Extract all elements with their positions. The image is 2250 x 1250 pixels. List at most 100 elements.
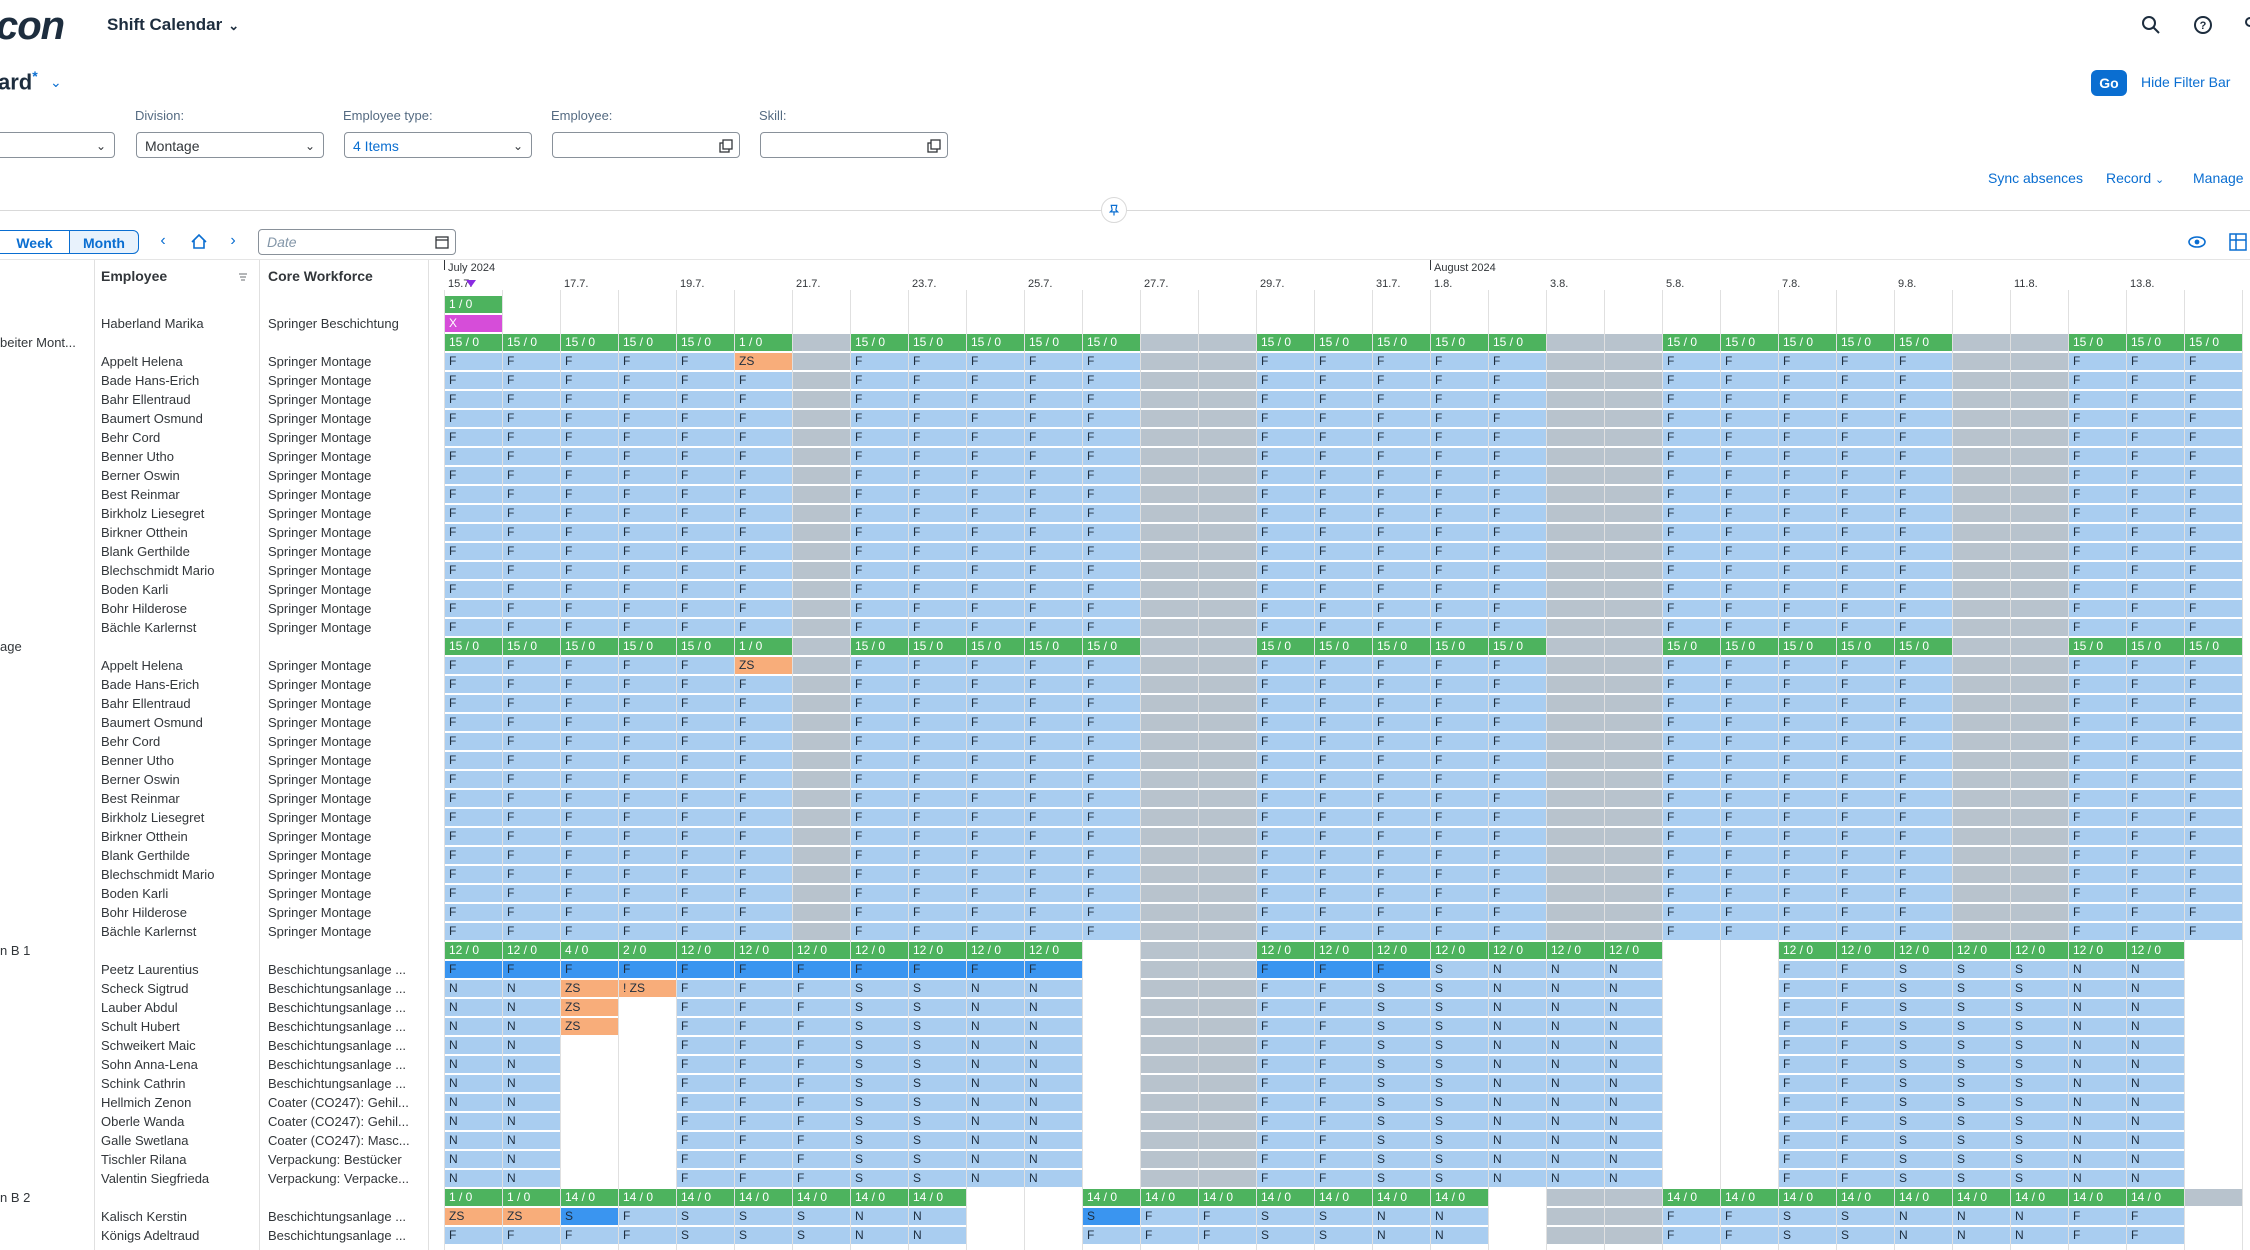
staffing-count-cell[interactable]: 15 / 0	[1373, 638, 1430, 655]
shift-cell[interactable]: F	[1083, 543, 1140, 560]
staffing-count-cell[interactable]: 15 / 0	[503, 638, 560, 655]
shift-cell[interactable]: N	[1547, 1170, 1604, 1187]
weekend-cell[interactable]	[1547, 733, 1604, 750]
shift-cell[interactable]: F	[735, 866, 792, 883]
weekend-cell[interactable]	[793, 752, 850, 769]
shift-cell[interactable]: F	[1895, 372, 1952, 389]
shift-cell[interactable]: F	[793, 1037, 850, 1054]
shift-cell[interactable]: F	[1663, 885, 1720, 902]
shift-cell[interactable]: F	[1895, 657, 1952, 674]
shift-cell[interactable]: F	[735, 695, 792, 712]
shift-cell[interactable]: F	[1663, 410, 1720, 427]
shift-cell[interactable]: F	[445, 657, 502, 674]
shift-cell[interactable]: F	[677, 733, 734, 750]
weekend-cell[interactable]	[1953, 505, 2010, 522]
shift-cell[interactable]: F	[619, 904, 676, 921]
shift-cell[interactable]: F	[2069, 828, 2126, 845]
weekend-cell[interactable]	[1953, 771, 2010, 788]
shift-cell[interactable]: F	[1779, 1037, 1836, 1054]
shift-cell[interactable]: F	[1779, 600, 1836, 617]
staffing-count-cell[interactable]: 12 / 0	[1953, 942, 2010, 959]
shift-cell[interactable]: F	[735, 999, 792, 1016]
shift-cell[interactable]: F	[1837, 1132, 1894, 1149]
shift-cell[interactable]: F	[1025, 524, 1082, 541]
shift-cell[interactable]: F	[1431, 771, 1488, 788]
weekend-cell[interactable]	[1199, 486, 1256, 503]
weekend-cell[interactable]	[1605, 1208, 1662, 1225]
table-row[interactable]: Tischler Rilana Verpackung: Bestücker N N F F…	[0, 1150, 2250, 1169]
shift-cell[interactable]: F	[503, 372, 560, 389]
shift-cell[interactable]: N	[2127, 1113, 2184, 1130]
weekend-cell[interactable]	[793, 619, 850, 636]
shift-cell[interactable]: F	[561, 752, 618, 769]
shift-cell[interactable]: S	[793, 1227, 850, 1244]
shift-cell[interactable]: F	[619, 847, 676, 864]
shift-cell[interactable]: F	[1315, 562, 1372, 579]
shift-cell[interactable]: F	[735, 771, 792, 788]
shift-cell[interactable]: F	[1721, 714, 1778, 731]
core-workforce-column-header[interactable]: Core Workforce	[268, 268, 373, 284]
weekend-cell[interactable]	[1141, 619, 1198, 636]
next-icon[interactable]: ›	[230, 232, 236, 249]
shift-cell[interactable]: F	[1257, 524, 1314, 541]
shift-cell[interactable]: F	[2185, 733, 2242, 750]
shift-cell[interactable]: N	[2127, 980, 2184, 997]
shift-cell[interactable]: N	[503, 999, 560, 1016]
shift-cell[interactable]: F	[503, 410, 560, 427]
shift-cell[interactable]: F	[1315, 790, 1372, 807]
shift-cell[interactable]: F	[2069, 448, 2126, 465]
shift-cell[interactable]: F	[1721, 657, 1778, 674]
shift-cell[interactable]: N	[1605, 1075, 1662, 1092]
shift-cell[interactable]: F	[1373, 600, 1430, 617]
shift-cell[interactable]: F	[1779, 733, 1836, 750]
shift-cell[interactable]: F	[2185, 372, 2242, 389]
shift-cell[interactable]: F	[1779, 1018, 1836, 1035]
shift-cell[interactable]: F	[1025, 353, 1082, 370]
shift-cell[interactable]: N	[2127, 1018, 2184, 1035]
staffing-count-cell[interactable]: 12 / 0	[735, 942, 792, 959]
shift-cell[interactable]: F	[851, 752, 908, 769]
shift-cell[interactable]: F	[1721, 505, 1778, 522]
shift-cell[interactable]: F	[1025, 372, 1082, 389]
shift-cell[interactable]: N	[2011, 1208, 2068, 1225]
weekend-cell[interactable]	[1953, 600, 2010, 617]
weekend-cell[interactable]	[1141, 1132, 1198, 1149]
shift-cell[interactable]: F	[503, 809, 560, 826]
user-icon[interactable]	[2238, 13, 2250, 37]
shift-cell[interactable]: F	[1373, 429, 1430, 446]
shift-cell[interactable]: F	[2069, 391, 2126, 408]
shift-cell[interactable]: F	[1431, 923, 1488, 940]
shift-cell[interactable]: F	[1257, 714, 1314, 731]
shift-cell[interactable]: F	[1837, 410, 1894, 427]
shift-cell[interactable]: F	[677, 1075, 734, 1092]
shift-cell[interactable]: F	[1663, 1208, 1720, 1225]
shift-cell[interactable]: F	[445, 809, 502, 826]
weekend-cell[interactable]	[1953, 657, 2010, 674]
weekend-cell[interactable]	[1141, 372, 1198, 389]
shift-cell[interactable]: F	[1837, 467, 1894, 484]
weekend-cell[interactable]	[1199, 1170, 1256, 1187]
shift-cell[interactable]: F	[1837, 1170, 1894, 1187]
shift-cell[interactable]: N	[1547, 980, 1604, 997]
shift-cell[interactable]: F	[2127, 752, 2184, 769]
shift-cell[interactable]: N	[1373, 1208, 1430, 1225]
weekend-cell[interactable]	[793, 733, 850, 750]
shift-cell[interactable]: F	[735, 619, 792, 636]
weekend-cell[interactable]	[1199, 1094, 1256, 1111]
shift-cell[interactable]: F	[445, 733, 502, 750]
shift-cell[interactable]: F	[1779, 999, 1836, 1016]
weekend-cell[interactable]	[1953, 904, 2010, 921]
weekend-cell[interactable]	[1141, 1018, 1198, 1035]
table-row[interactable]: Birkholz Liesegret Springer Montage F F F F F F…	[0, 808, 2250, 827]
weekend-cell[interactable]	[1141, 790, 1198, 807]
shift-cell[interactable]: N	[445, 1094, 502, 1111]
shift-cell[interactable]: F	[619, 885, 676, 902]
staffing-count-cell[interactable]: 15 / 0	[677, 638, 734, 655]
weekend-cell[interactable]	[2011, 600, 2068, 617]
shift-cell[interactable]: F	[445, 448, 502, 465]
shift-cell[interactable]: F	[851, 353, 908, 370]
weekend-cell[interactable]	[1141, 961, 1198, 978]
staffing-count-cell[interactable]: 15 / 0	[445, 638, 502, 655]
shift-cell[interactable]: F	[1489, 391, 1546, 408]
shift-cell[interactable]: N	[1489, 1075, 1546, 1092]
